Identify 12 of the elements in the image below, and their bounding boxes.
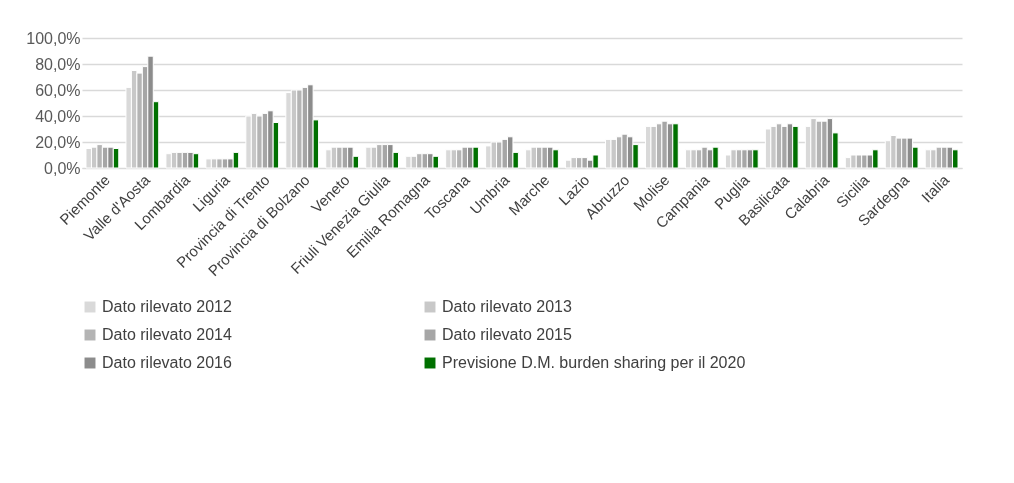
y-tick-label: 80,0% (35, 55, 81, 73)
y-tick-label: 60,0% (35, 81, 81, 99)
y-tick-label: 20,0% (35, 133, 81, 151)
y-tick-label: 40,0% (35, 107, 81, 125)
legend-label: Dato rilevato 2012 (102, 298, 232, 315)
legend-label: Dato rilevato 2016 (102, 354, 232, 371)
y-tick-label: 100,0% (26, 29, 81, 47)
legend-label: Dato rilevato 2015 (442, 326, 572, 343)
legend-label: Dato rilevato 2014 (102, 326, 232, 343)
legend-label: Dato rilevato 2013 (442, 298, 572, 315)
y-tick-label: 0,0% (44, 159, 81, 177)
legend-label: Previsione D.M. burden sharing per il 2020 (442, 354, 746, 371)
